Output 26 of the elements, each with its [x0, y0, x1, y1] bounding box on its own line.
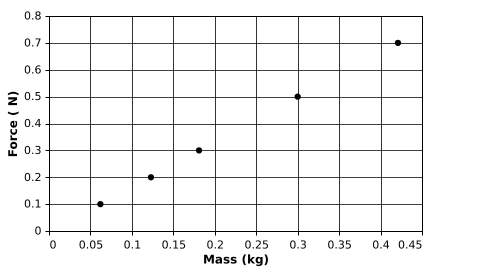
x-tick-label: 0.15: [162, 238, 186, 252]
x-axis-title: Mass (kg): [202, 252, 270, 266]
y-tick-label: 0.2: [24, 170, 42, 184]
x-tick-label: 0.05: [78, 238, 104, 252]
y-tick-label: 0.5: [24, 90, 42, 104]
x-tick-label: 0.3: [289, 238, 307, 252]
point: [294, 93, 301, 100]
y-tick-label: 0.8: [24, 10, 42, 22]
x-tick-label: 0.35: [327, 238, 352, 252]
x-tick-label: 0: [50, 238, 56, 252]
y-tick-label: 0.4: [24, 117, 42, 130]
x-tick-label: 0.25: [244, 238, 269, 252]
point: [394, 40, 402, 46]
y-tick-label: 0.6: [24, 63, 42, 76]
y-tick-label: 0.7: [24, 36, 42, 50]
x-tick-label: 0.4: [372, 238, 390, 252]
x-tick-label: 0.45: [398, 238, 422, 252]
point: [196, 147, 202, 154]
x-tick-label: 0.1: [124, 238, 142, 252]
y-tick-label: 0.3: [24, 144, 42, 157]
y-tick-label: 0.1: [24, 198, 42, 211]
point: [148, 174, 154, 180]
x-tick-label: 0.2: [206, 238, 224, 252]
point: [97, 200, 104, 208]
y-axis-title: Force ( N): [6, 90, 20, 158]
y-tick-label: 0: [34, 224, 42, 238]
